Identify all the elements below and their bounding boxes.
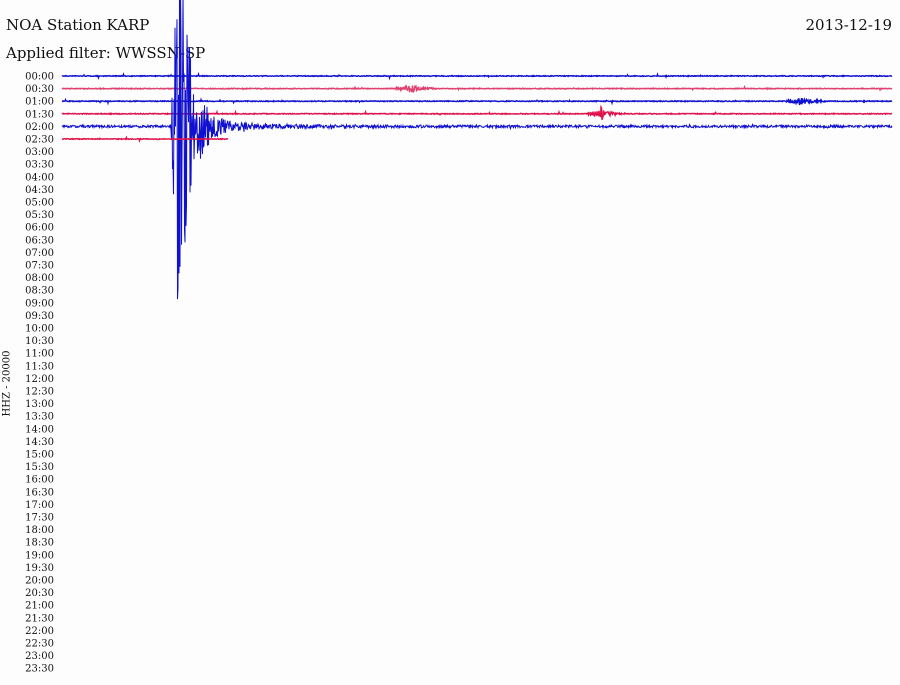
row-label: 15:30 bbox=[25, 462, 54, 473]
row-label: 06:30 bbox=[25, 235, 54, 246]
row-label: 12:00 bbox=[25, 374, 54, 385]
row-label: 20:30 bbox=[25, 588, 54, 599]
row-label: 11:00 bbox=[25, 349, 54, 360]
row-label: 12:30 bbox=[25, 387, 54, 398]
row-label: 06:00 bbox=[25, 223, 54, 234]
row-label: 17:00 bbox=[25, 500, 54, 511]
row-label: 22:00 bbox=[25, 626, 54, 637]
row-label: 05:00 bbox=[25, 198, 54, 209]
row-label: 09:00 bbox=[25, 298, 54, 309]
row-label: 07:30 bbox=[25, 261, 54, 272]
row-label: 19:00 bbox=[25, 550, 54, 561]
trace-0100 bbox=[61, 96, 893, 106]
row-label: 03:30 bbox=[25, 160, 54, 171]
trace-0200 bbox=[61, 0, 893, 300]
trace-0230 bbox=[61, 135, 229, 143]
row-label: 07:00 bbox=[25, 248, 54, 259]
row-label: 22:30 bbox=[25, 639, 54, 650]
row-label: 13:30 bbox=[25, 412, 54, 423]
row-label: 02:30 bbox=[25, 135, 54, 146]
row-label: 01:30 bbox=[25, 109, 54, 120]
row-label: 04:30 bbox=[25, 185, 54, 196]
trace-0130 bbox=[61, 104, 893, 120]
row-label: 23:00 bbox=[25, 651, 54, 662]
row-label: 00:00 bbox=[25, 72, 54, 83]
row-label: 17:30 bbox=[25, 513, 54, 524]
filter-label: Applied filter: WWSSN-SP bbox=[6, 44, 206, 62]
row-label: 15:00 bbox=[25, 450, 54, 461]
row-label: 14:30 bbox=[25, 437, 54, 448]
row-label: 01:00 bbox=[25, 97, 54, 108]
date-label: 2013-12-19 bbox=[805, 16, 892, 34]
trace-0000 bbox=[61, 71, 893, 81]
row-label: 23:30 bbox=[25, 664, 54, 675]
row-label: 13:00 bbox=[25, 399, 54, 410]
row-label: 21:30 bbox=[25, 613, 54, 624]
row-label: 14:00 bbox=[25, 424, 54, 435]
row-label: 03:00 bbox=[25, 147, 54, 158]
row-label: 08:30 bbox=[25, 286, 54, 297]
trace-0030 bbox=[61, 84, 893, 94]
row-label: 11:30 bbox=[25, 361, 54, 372]
row-label: 10:30 bbox=[25, 336, 54, 347]
row-label: 16:00 bbox=[25, 475, 54, 486]
row-label: 08:00 bbox=[25, 273, 54, 284]
row-label: 18:30 bbox=[25, 538, 54, 549]
row-label: 05:30 bbox=[25, 210, 54, 221]
row-label: 21:00 bbox=[25, 601, 54, 612]
row-label: 04:00 bbox=[25, 172, 54, 183]
row-label: 20:00 bbox=[25, 576, 54, 587]
row-label: 00:30 bbox=[25, 84, 54, 95]
row-label: 18:00 bbox=[25, 525, 54, 536]
row-label: 09:30 bbox=[25, 311, 54, 322]
row-label: 10:00 bbox=[25, 324, 54, 335]
row-label: 02:00 bbox=[25, 122, 54, 133]
row-label: 19:30 bbox=[25, 563, 54, 574]
station-title: NOA Station KARP bbox=[6, 16, 150, 34]
row-label: 16:30 bbox=[25, 487, 54, 498]
